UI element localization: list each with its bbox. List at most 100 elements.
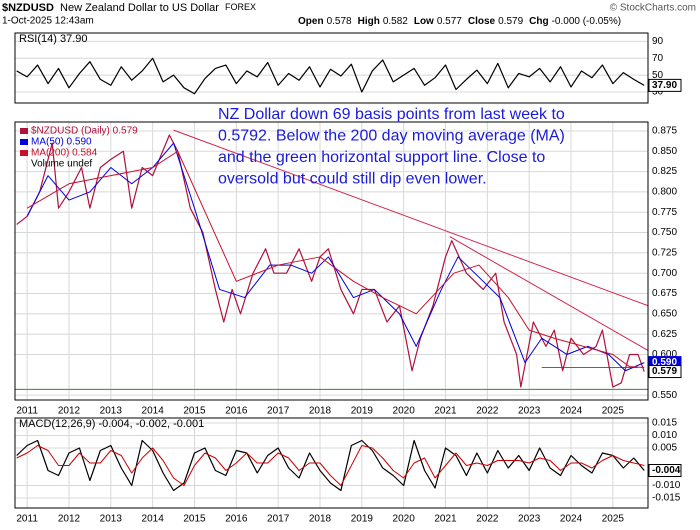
y-tick-label: 0.600 (652, 349, 677, 360)
plot-area (15, 40, 648, 95)
legend-label: $NZDUSD (Daily) 0.579 (31, 126, 138, 137)
x-tick-label: 2019 (351, 514, 374, 525)
x-tick-label: 2021 (434, 514, 457, 525)
x-tick-label: 2016 (225, 514, 248, 525)
x-tick-label: 2025 (602, 514, 625, 525)
y-tick-label: 0.650 (652, 308, 677, 319)
quote-label: Close (468, 16, 496, 27)
last-value-label: -0.004 (652, 465, 681, 476)
quote-value: 0.579 (498, 16, 523, 27)
series-line (16, 57, 645, 95)
last-value-label: 37.90 (652, 80, 677, 91)
quote-label: Chg (529, 16, 548, 27)
y-tick-label: -0.015 (652, 493, 681, 504)
trend-line (449, 236, 648, 351)
symbol: $NZDUSD (2, 2, 54, 14)
x-tick-label: 2011 (16, 514, 38, 525)
x-tick-label: 2025 (602, 406, 625, 417)
y-tick-label: 0.875 (652, 126, 677, 137)
header-line: $NZDUSD New Zealand Dollar to US Dollar … (2, 2, 256, 14)
x-tick-label: 2022 (476, 406, 499, 417)
x-tick-label: 2023 (518, 514, 541, 525)
quote-label: Open (298, 16, 324, 27)
quote: Open 0.578 High 0.582 Low 0.577 Close 0.579 Chg -… (298, 16, 621, 27)
legend-label: MA(200) 0.584 (31, 148, 98, 159)
x-tick-label: 2023 (518, 406, 541, 417)
x-tick-label: 2022 (476, 514, 499, 525)
trend-line (173, 129, 648, 307)
quote-label: High (358, 16, 380, 27)
x-tick-label: 2017 (267, 514, 290, 525)
copyright: © StockCharts.com (610, 3, 696, 14)
x-tick-label: 2014 (142, 406, 165, 417)
annotation: NZ Dollar down 69 basis points from last… (218, 106, 565, 123)
x-tick-label: 2013 (100, 514, 123, 525)
last-value-label: 0.579 (652, 366, 677, 377)
y-tick-label: 0.725 (652, 248, 677, 259)
y-tick-label: -0.010 (652, 480, 681, 491)
x-tick-label: 2019 (351, 406, 374, 417)
plot-area (15, 418, 648, 508)
x-tick-label: 2017 (267, 406, 290, 417)
y-tick-label: 0.850 (652, 146, 677, 157)
series-line (16, 445, 645, 486)
x-tick-label: 2020 (393, 406, 416, 417)
x-tick-label: 2012 (58, 406, 81, 417)
x-tick-label: 2024 (560, 514, 583, 525)
x-tick-label: 2018 (309, 406, 332, 417)
panel-frame (14, 121, 649, 401)
legend-label: Volume undef (31, 159, 92, 170)
y-tick-label: 0.825 (652, 166, 677, 177)
x-tick-label: 2015 (183, 514, 206, 525)
quote-value: 0.577 (437, 16, 462, 27)
y-tick-label: 0.010 (652, 430, 677, 441)
x-tick-label: 2016 (225, 406, 248, 417)
panel-frame (14, 417, 649, 509)
x-tick-label: 2014 (142, 514, 165, 525)
date: 1-Oct-2025 12:43am (2, 16, 94, 27)
annotation: 0.5792. Below the 200 day moving average… (218, 128, 565, 145)
y-tick-label: 0.005 (652, 443, 677, 454)
y-tick-label: 0.550 (652, 390, 677, 401)
quote-label: Low (414, 16, 434, 27)
legend-swatch (20, 139, 28, 145)
x-tick-label: 2011 (16, 406, 38, 417)
series-line (16, 439, 645, 492)
y-tick-label: 70 (652, 53, 664, 64)
y-tick-label: 0.750 (652, 227, 677, 238)
y-tick-label: 0.015 (652, 418, 677, 429)
x-tick-label: 2020 (393, 514, 416, 525)
y-tick-label: 0.700 (652, 268, 677, 279)
y-tick-label: 50 (652, 70, 664, 81)
series-line (26, 142, 645, 372)
panel-legend: MACD(12,26,9) -0.004, -0.002, -0.001 (19, 418, 204, 430)
legend-swatch (20, 150, 28, 156)
quote-value: 0.578 (327, 16, 352, 27)
legend-swatch (20, 128, 28, 134)
last-value-marker (648, 78, 682, 92)
last-value-marker (648, 365, 682, 379)
x-tick-label: 2018 (309, 514, 332, 525)
quote-value: 0.582 (383, 16, 408, 27)
x-tick-label: 2015 (183, 406, 206, 417)
last-value-label: 0.590 (652, 357, 677, 368)
y-tick-label: 0.625 (652, 329, 677, 340)
series-line (16, 134, 645, 388)
series-line (26, 150, 645, 368)
quote-value: -0.000 (-0.05%) (552, 16, 621, 27)
x-tick-label: 2012 (58, 514, 81, 525)
y-tick-label: 0.800 (652, 187, 677, 198)
y-tick-label: 0.775 (652, 207, 677, 218)
last-value-marker (648, 464, 682, 477)
instrument-name: New Zealand Dollar to US Dollar (60, 2, 219, 14)
exchange: FOREX (225, 2, 256, 12)
panel-legend: RSI(14) 37.90 (19, 33, 87, 45)
x-tick-label: 2024 (560, 406, 583, 417)
legend-label: MA(50) 0.590 (31, 137, 92, 148)
annotation: and the green horizontal support line. C… (218, 149, 545, 166)
plot-area (15, 122, 648, 400)
y-tick-label: 30 (652, 87, 664, 98)
panel-frame (14, 32, 649, 104)
